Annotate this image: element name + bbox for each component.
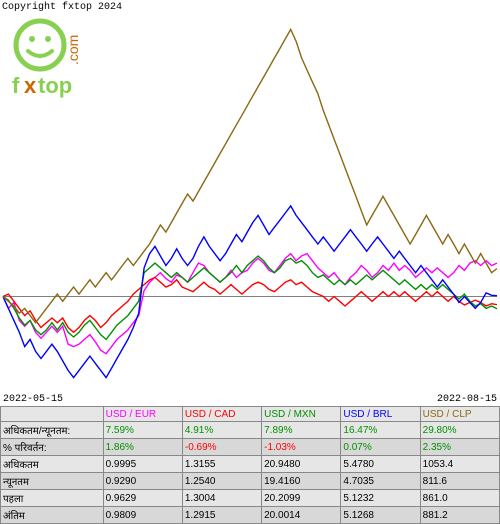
table-cell: 16.47%	[341, 422, 420, 439]
table-cell: 4.91%	[182, 422, 261, 439]
row-label: अधिकतम/न्यूनतम:	[1, 422, 104, 439]
table-cell: 7.89%	[262, 422, 341, 439]
col-header: USD / CLP	[420, 407, 499, 422]
table-cell: 861.0	[420, 490, 499, 507]
table-cell: 811.6	[420, 473, 499, 490]
table-cell: 881.2	[420, 507, 499, 524]
row-label: अंतिम	[1, 507, 104, 524]
currency-chart	[0, 0, 500, 400]
row-label: न्यूनतम	[1, 473, 104, 490]
stats-table: USD / EURUSD / CADUSD / MXNUSD / BRLUSD …	[0, 406, 500, 524]
table-cell: 5.4780	[341, 456, 420, 473]
col-header: USD / EUR	[103, 407, 182, 422]
table-cell: -0.69%	[182, 439, 261, 456]
table-cell: 19.4160	[262, 473, 341, 490]
table-cell: 1.2540	[182, 473, 261, 490]
table-cell: 1.3004	[182, 490, 261, 507]
table-cell: 7.59%	[103, 422, 182, 439]
table-cell: 0.07%	[341, 439, 420, 456]
table-cell: 0.9290	[103, 473, 182, 490]
row-label: अधिकतम	[1, 456, 104, 473]
table-cell: 5.1232	[341, 490, 420, 507]
table-cell: 29.80%	[420, 422, 499, 439]
table-cell: 5.1268	[341, 507, 420, 524]
table-cell: 0.9629	[103, 490, 182, 507]
table-cell: 0.9995	[103, 456, 182, 473]
row-label: पहला	[1, 490, 104, 507]
table-cell: -1.03%	[262, 439, 341, 456]
table-cell: 4.7035	[341, 473, 420, 490]
table-cell: 2.35%	[420, 439, 499, 456]
x-axis-end: 2022-08-15	[437, 394, 497, 405]
table-cell: 1053.4	[420, 456, 499, 473]
col-header: USD / CAD	[182, 407, 261, 422]
row-label: % परिवर्तन:	[1, 439, 104, 456]
x-axis-start: 2022-05-15	[3, 394, 63, 405]
col-header: USD / MXN	[262, 407, 341, 422]
table-cell: 20.0014	[262, 507, 341, 524]
col-header: USD / BRL	[341, 407, 420, 422]
table-cell: 20.2099	[262, 490, 341, 507]
table-cell: 0.9809	[103, 507, 182, 524]
table-cell: 1.2915	[182, 507, 261, 524]
table-cell: 1.3155	[182, 456, 261, 473]
table-cell: 20.9480	[262, 456, 341, 473]
table-cell: 1.86%	[103, 439, 182, 456]
